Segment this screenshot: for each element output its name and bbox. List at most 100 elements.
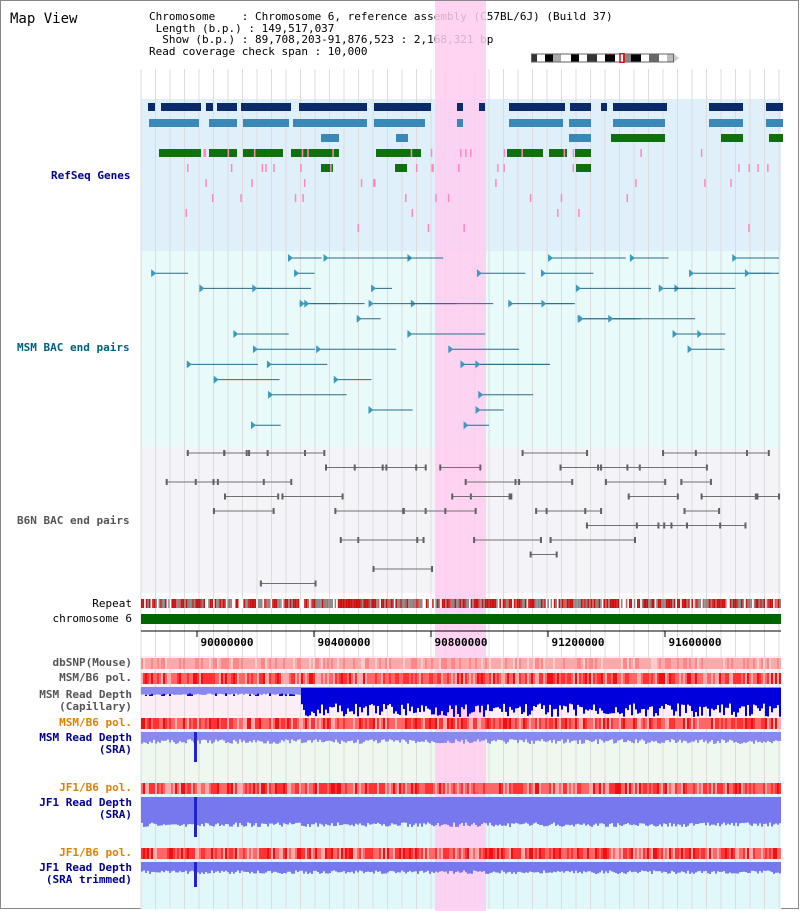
read-depth-bar: [751, 687, 753, 688]
polymorphism-heat: [529, 658, 531, 669]
polymorphism-heat: [543, 848, 545, 859]
refseq-tick: [749, 164, 751, 172]
read-depth-bar: [341, 687, 343, 711]
polymorphism-heat: [693, 658, 695, 669]
refseq-tick: [635, 179, 637, 187]
refseq-tick: [530, 194, 532, 202]
read-depth-bar: [495, 687, 497, 688]
read-depth-bar: [275, 732, 277, 744]
msm-b6-pol-label[interactable]: MSM/B6 pol.: [59, 672, 132, 684]
read-depth-bar: [325, 687, 327, 688]
repeat-mark: [223, 599, 225, 608]
read-depth-bar: [763, 797, 765, 824]
polymorphism-heat: [609, 673, 611, 684]
refseq-tick: [412, 209, 414, 217]
read-depth-bar: [603, 797, 605, 824]
read-depth-bar: [445, 797, 447, 824]
jf1-depth-sra-label[interactable]: JF1 Read Depth (SRA): [39, 797, 132, 821]
refseq-gene: [766, 103, 783, 111]
read-depth-bar: [155, 732, 157, 744]
polymorphism-heat: [449, 658, 451, 669]
repeat-mark: [407, 599, 409, 608]
polymorphism-heat: [491, 783, 493, 794]
polymorphism-heat: [413, 658, 415, 669]
read-depth-bar: [637, 732, 639, 743]
read-depth-bar: [765, 687, 767, 716]
read-depth-bar: [457, 687, 459, 688]
polymorphism-heat: [649, 673, 651, 684]
polymorphism-heat: [647, 673, 649, 684]
read-depth-bar: [187, 732, 189, 740]
polymorphism-heat: [373, 848, 375, 859]
polymorphism-heat: [545, 658, 547, 669]
read-depth-bar: [651, 687, 653, 706]
msm-depth-cap-label[interactable]: MSM Read Depth (Capillary): [39, 689, 132, 713]
jf1-b6-pol-label[interactable]: JF1/B6 pol.: [59, 782, 132, 794]
polymorphism-heat: [743, 718, 745, 729]
polymorphism-heat: [553, 718, 555, 729]
read-depth-bar: [627, 732, 629, 740]
dbsnp-label[interactable]: dbSNP(Mouse): [53, 657, 132, 669]
polymorphism-heat: [227, 848, 229, 859]
msm-depth-sra-label[interactable]: MSM Read Depth (SRA): [39, 732, 132, 756]
repeat-mark: [336, 599, 338, 608]
read-depth-bar: [723, 732, 725, 740]
repeat-mark: [187, 599, 189, 608]
polymorphism-heat: [561, 658, 563, 669]
polymorphism-heat: [667, 658, 669, 669]
read-depth-bar: [515, 862, 517, 874]
polymorphism-heat: [511, 658, 513, 669]
polymorphism-heat: [615, 658, 617, 669]
repeat-mark: [531, 599, 533, 608]
polymorphism-heat: [309, 718, 311, 729]
b6n-bac-label[interactable]: B6N BAC end pairs: [17, 515, 130, 527]
track-canvas[interactable]: 90000000 90400000 90800000 91200000 91600000: [1, 1, 800, 911]
read-depth-bar: [435, 687, 437, 708]
polymorphism-heat: [267, 718, 269, 729]
read-depth-bar: [333, 687, 335, 688]
polymorphism-heat: [147, 658, 149, 669]
refseq-gene: [709, 119, 743, 127]
read-depth-bar: [141, 797, 143, 823]
read-depth-bar: [475, 732, 477, 741]
jf1-depth-trim-label[interactable]: JF1 Read Depth (SRA trimmed): [39, 862, 132, 886]
msm-b6-pol-label-2[interactable]: MSM/B6 pol.: [59, 717, 132, 729]
polymorphism-heat: [453, 783, 455, 794]
read-depth-bar: [619, 797, 621, 825]
polymorphism-heat: [453, 718, 455, 729]
repeat-mark: [352, 599, 354, 608]
polymorphism-heat: [613, 783, 615, 794]
read-depth-bar: [731, 732, 733, 741]
refseq-genes-label[interactable]: RefSeq Genes: [51, 170, 130, 182]
refseq-gene: [479, 103, 485, 111]
repeat-mark: [589, 599, 591, 608]
polymorphism-heat: [661, 783, 663, 794]
read-depth-bar: [553, 797, 555, 823]
polymorphism-heat: [209, 848, 211, 859]
read-depth-bar: [749, 862, 751, 873]
read-depth-bar: [159, 732, 161, 743]
read-depth-bar: [155, 862, 157, 872]
repeat-mark: [765, 599, 767, 608]
jf1-b6-pol-label-2[interactable]: JF1/B6 pol.: [59, 847, 132, 859]
read-depth-bar: [645, 732, 647, 744]
read-depth-bar: [713, 732, 715, 744]
read-depth-bar: [359, 732, 361, 744]
repeat-mark: [488, 599, 490, 608]
polymorphism-heat: [181, 718, 183, 729]
polymorphism-heat: [305, 658, 307, 669]
msm-bac-label[interactable]: MSM BAC end pairs: [17, 342, 130, 354]
read-depth-bar: [629, 732, 631, 741]
polymorphism-heat: [627, 848, 629, 859]
polymorphism-heat: [175, 848, 177, 859]
polymorphism-heat: [255, 658, 257, 669]
repeat-mark: [645, 599, 647, 608]
polymorphism-heat: [655, 673, 657, 684]
polymorphism-heat: [431, 673, 433, 684]
polymorphism-heat: [159, 848, 161, 859]
polymorphism-heat: [403, 718, 405, 729]
read-depth-bar: [403, 732, 405, 740]
polymorphism-heat: [371, 673, 373, 684]
polymorphism-heat: [211, 673, 213, 684]
read-depth-bar: [741, 687, 743, 688]
